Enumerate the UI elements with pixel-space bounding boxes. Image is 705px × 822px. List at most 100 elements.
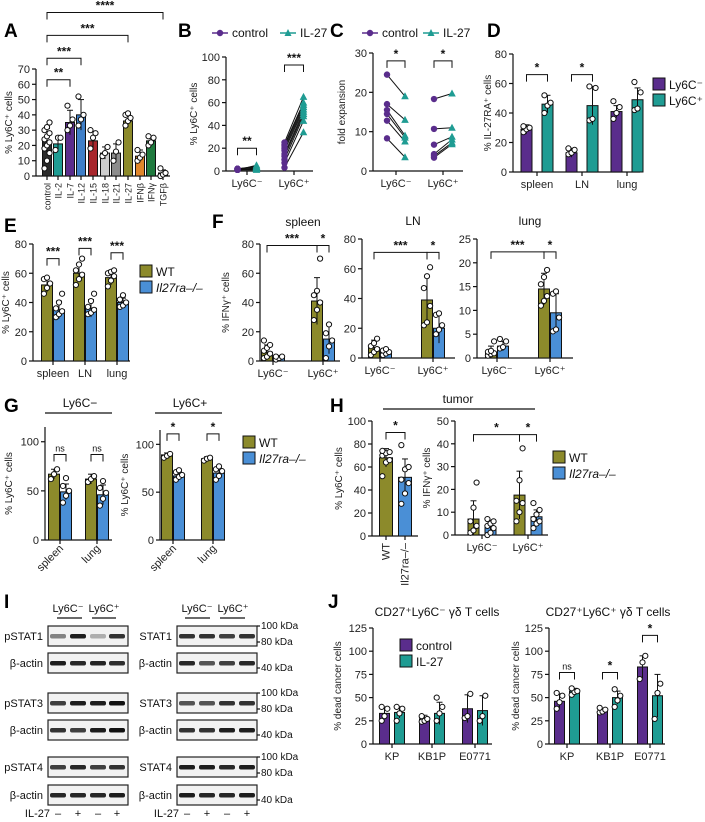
data-point xyxy=(162,169,169,177)
data-point xyxy=(122,299,130,306)
data-point xyxy=(90,290,98,297)
data-point xyxy=(499,343,507,351)
bar xyxy=(48,473,60,541)
x-tick-label: WT xyxy=(381,543,393,560)
legend-swatch xyxy=(242,435,256,449)
data-point xyxy=(637,89,644,96)
treatment-sign: – xyxy=(95,808,102,820)
bar xyxy=(161,454,173,541)
significance-bracket xyxy=(543,251,557,259)
data-point xyxy=(115,139,122,146)
significance-bracket xyxy=(426,251,440,260)
data-point xyxy=(470,504,477,511)
y-tick-label: 20 xyxy=(355,87,367,99)
blot-row-label: pSTAT1 xyxy=(4,631,43,643)
data-point xyxy=(178,471,186,479)
data-point xyxy=(75,261,83,268)
data-point xyxy=(272,353,280,360)
data-point xyxy=(616,104,623,111)
y-tick-label: 100 xyxy=(525,646,543,658)
legend-label: IL-27 xyxy=(416,655,444,669)
data-point xyxy=(266,341,274,349)
significance-bracket xyxy=(166,433,180,441)
group-title: tumor xyxy=(443,392,474,406)
blot-band xyxy=(50,728,66,733)
data-point xyxy=(565,145,572,152)
y-tick-label: 20 xyxy=(242,327,254,339)
blot-band xyxy=(70,701,86,706)
y-tick-label: 60 xyxy=(242,268,254,280)
data-point xyxy=(112,148,120,155)
significance-bracket xyxy=(642,634,658,643)
legend-label: WT xyxy=(156,265,175,279)
legend-swatch xyxy=(552,450,566,464)
x-tick-label: IL-18 xyxy=(101,183,111,204)
y-tick-label: 30 xyxy=(437,462,449,474)
blot-band xyxy=(219,661,235,666)
data-point xyxy=(59,499,67,506)
data-point xyxy=(72,281,80,289)
panel-d: 0 20 40 60 80 % IL-27RA⁺ cells spleen LN lung * * L… xyxy=(483,49,703,191)
panel-letter: D xyxy=(487,21,501,42)
x-tick-label: IL-21 xyxy=(112,183,122,204)
data-point xyxy=(634,105,641,112)
blot-band xyxy=(90,793,106,798)
data-point xyxy=(55,299,63,306)
panel-letter: B xyxy=(178,21,192,42)
blot-box xyxy=(47,692,129,714)
data-point xyxy=(46,139,53,146)
significance-label: * xyxy=(211,420,216,434)
x-tick-label: IL-7 xyxy=(66,183,76,199)
significance-label: *** xyxy=(78,234,92,248)
legend-label: Il27ra–/– xyxy=(156,281,203,295)
data-point xyxy=(379,447,386,454)
significance-bracket xyxy=(490,251,545,259)
data-point xyxy=(384,705,391,712)
data-point xyxy=(470,527,477,534)
data-point xyxy=(405,480,412,487)
significance-label: **** xyxy=(96,0,115,12)
data-point xyxy=(122,122,129,129)
y-tick-label: 70 xyxy=(18,64,30,76)
data-point xyxy=(92,130,99,137)
blot-band xyxy=(109,634,125,639)
treatment-label: IL-27 xyxy=(25,808,50,820)
data-point xyxy=(642,652,649,659)
panel-g-neg: 0 50 100 % Ly6C⁺ cells Ly6C− spleen lung ns ns xyxy=(4,396,112,574)
data-point xyxy=(423,273,431,280)
blot-band xyxy=(50,793,66,798)
legend-label: control xyxy=(232,26,268,40)
blot-band xyxy=(199,728,215,733)
blot-band xyxy=(219,634,235,639)
y-tick-label: 60 xyxy=(354,462,366,474)
blot-row-label: β-actin xyxy=(10,790,43,802)
y-tick-label: 75 xyxy=(531,669,543,681)
data-point xyxy=(110,157,117,164)
pair-line xyxy=(386,113,406,138)
y-tick-label: 100 xyxy=(349,646,367,658)
blot-band xyxy=(239,765,255,770)
significance-bracket xyxy=(78,247,92,256)
il27-point xyxy=(299,92,308,100)
data-point xyxy=(540,297,548,304)
x-tick-label: KB1P xyxy=(418,751,446,763)
significance-label: *** xyxy=(110,239,124,253)
data-point xyxy=(435,310,443,317)
data-point xyxy=(150,134,157,141)
significance-label: * xyxy=(494,421,499,435)
data-point xyxy=(541,109,548,117)
molecular-weight-marker: 40 kDa xyxy=(261,795,293,806)
treatment-sign: + xyxy=(244,808,250,820)
data-point xyxy=(134,146,141,154)
data-point xyxy=(516,509,523,516)
data-point xyxy=(381,713,388,720)
x-tick-label: IL-12 xyxy=(77,183,87,204)
data-point xyxy=(393,717,400,724)
treatment-label: IL-27 xyxy=(154,808,179,820)
y-tick-label: 40 xyxy=(18,110,30,122)
y-tick-label: 20 xyxy=(344,323,356,335)
data-point xyxy=(47,475,55,483)
y-tick-label: 60 xyxy=(18,79,30,91)
data-point xyxy=(613,109,620,117)
data-point xyxy=(520,123,527,130)
